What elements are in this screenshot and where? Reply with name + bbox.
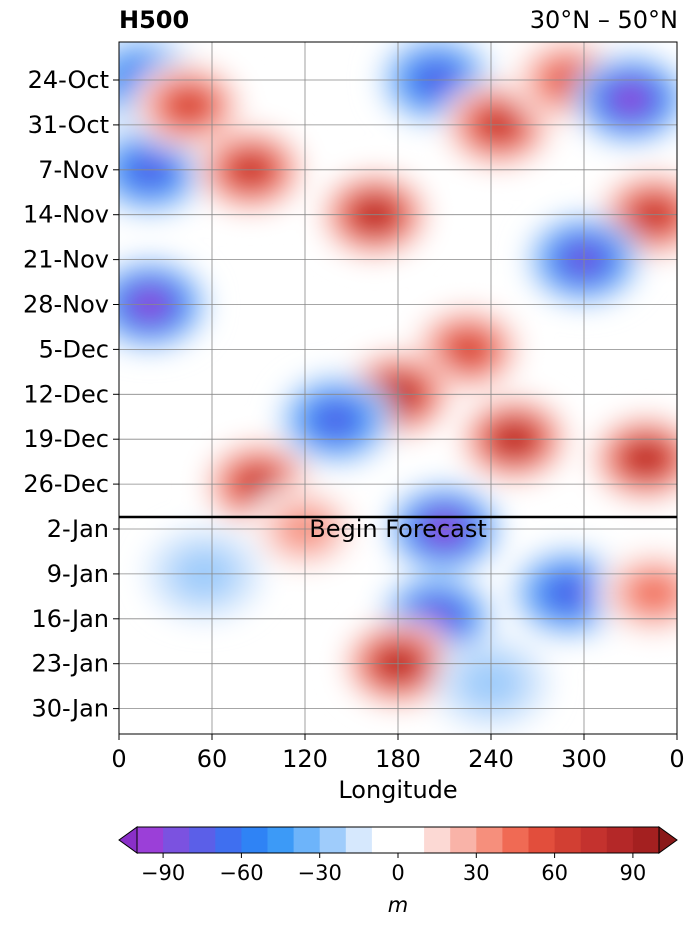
colorbar-over: [658, 826, 678, 854]
chart-title-left: H500: [119, 6, 190, 34]
gridlines: [119, 42, 677, 734]
colorbar-segment: [476, 827, 503, 853]
colorbar-segment: [345, 827, 373, 853]
y-tick-label: 24-Oct: [28, 66, 109, 94]
colorbar-tick-label: −30: [298, 861, 342, 885]
field-contour: [615, 87, 646, 112]
colorbar-segment: [137, 827, 164, 853]
colorbar-under: [118, 826, 138, 854]
y-tick-label: 28-Nov: [23, 291, 109, 319]
colorbar-segment: [241, 827, 268, 853]
y-tick-label: 14-Nov: [23, 201, 109, 229]
colorbar-tick-label: 30: [463, 861, 490, 885]
colorbar-tick-label: 60: [541, 861, 568, 885]
field-contour: [319, 406, 353, 434]
y-tick-label: 2-Jan: [47, 515, 109, 543]
field-contour: [551, 579, 586, 607]
y-tick-label: 23-Jan: [31, 650, 109, 678]
x-tick-label: 60: [197, 745, 228, 773]
y-tick-label: 19-Dec: [23, 425, 109, 453]
x-tick-label: 240: [468, 745, 514, 773]
colorbar-segment: [554, 827, 582, 853]
colorbar-segment: [502, 827, 529, 853]
field-contour: [171, 92, 206, 120]
colorbar-segment: [606, 827, 634, 853]
colorbar-segment: [450, 827, 477, 853]
x-tick-label: 0: [669, 745, 684, 773]
colorbar-segment: [528, 827, 556, 853]
colorbar-segment: [293, 827, 321, 853]
field-contour: [630, 446, 662, 471]
colorbar-segment: [424, 827, 451, 853]
field-contour: [634, 577, 674, 609]
colorbar-segment: [398, 827, 425, 853]
x-tick-label: 0: [111, 745, 126, 773]
colorbar-tick-label: 90: [620, 861, 647, 885]
colorbar-segment: [189, 827, 216, 853]
colorbar-segment: [215, 827, 242, 853]
y-axis: 24-Oct 31-Oct 7-Nov 14-Nov 21-Nov 28-Nov 5-Dec…: [23, 66, 119, 723]
y-tick-label: 16-Jan: [31, 605, 109, 633]
colorbar: −90 −60 −30 0 30 60 90: [118, 826, 678, 885]
y-tick-label: 12-Dec: [23, 380, 109, 408]
y-tick-label: 30-Jan: [31, 695, 109, 723]
x-axis: 0 60 120 180 240 300 0: [111, 734, 685, 773]
y-tick-label: 21-Nov: [23, 246, 109, 274]
colorbar-tick-label: −60: [219, 861, 263, 885]
colorbar-segment: [632, 827, 660, 853]
y-tick-label: 26-Dec: [23, 470, 109, 498]
x-tick-label: 180: [375, 745, 421, 773]
plot-area: [119, 42, 677, 734]
x-tick-label: 300: [561, 745, 607, 773]
y-tick-label: 31-Oct: [28, 111, 109, 139]
y-tick-label: 9-Jan: [47, 560, 109, 588]
colorbar-segment: [163, 827, 190, 853]
y-tick-label: 7-Nov: [38, 156, 109, 184]
x-axis-label: Longitude: [338, 776, 457, 804]
colorbar-segment: [319, 827, 347, 853]
colorbar-tick-label: 0: [391, 861, 404, 885]
chart-title-right: 30°N – 50°N: [529, 6, 678, 34]
forecast-annotation: Begin Forecast: [309, 515, 487, 543]
colorbar-segment: [371, 827, 399, 853]
colorbar-segment: [580, 827, 608, 853]
colorbar-segment: [267, 827, 295, 853]
colorbar-label: m: [388, 893, 408, 917]
y-tick-label: 5-Dec: [39, 335, 109, 363]
x-tick-label: 120: [282, 745, 328, 773]
colorbar-tick-label: −90: [141, 861, 185, 885]
